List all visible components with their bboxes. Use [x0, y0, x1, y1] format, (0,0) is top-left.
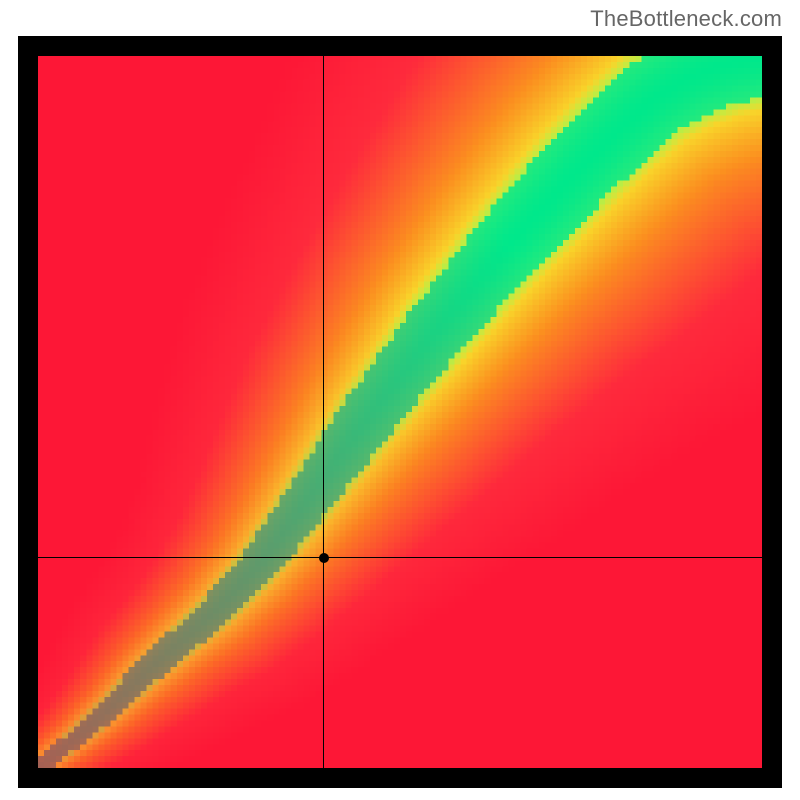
plot-frame: [18, 36, 782, 788]
plot-inner: [38, 56, 762, 768]
chart-container: TheBottleneck.com: [0, 0, 800, 800]
crosshair-horizontal: [38, 557, 762, 558]
crosshair-marker: [319, 553, 329, 563]
heatmap-canvas: [38, 56, 762, 768]
crosshair-vertical: [323, 56, 324, 768]
watermark-text: TheBottleneck.com: [590, 6, 782, 32]
